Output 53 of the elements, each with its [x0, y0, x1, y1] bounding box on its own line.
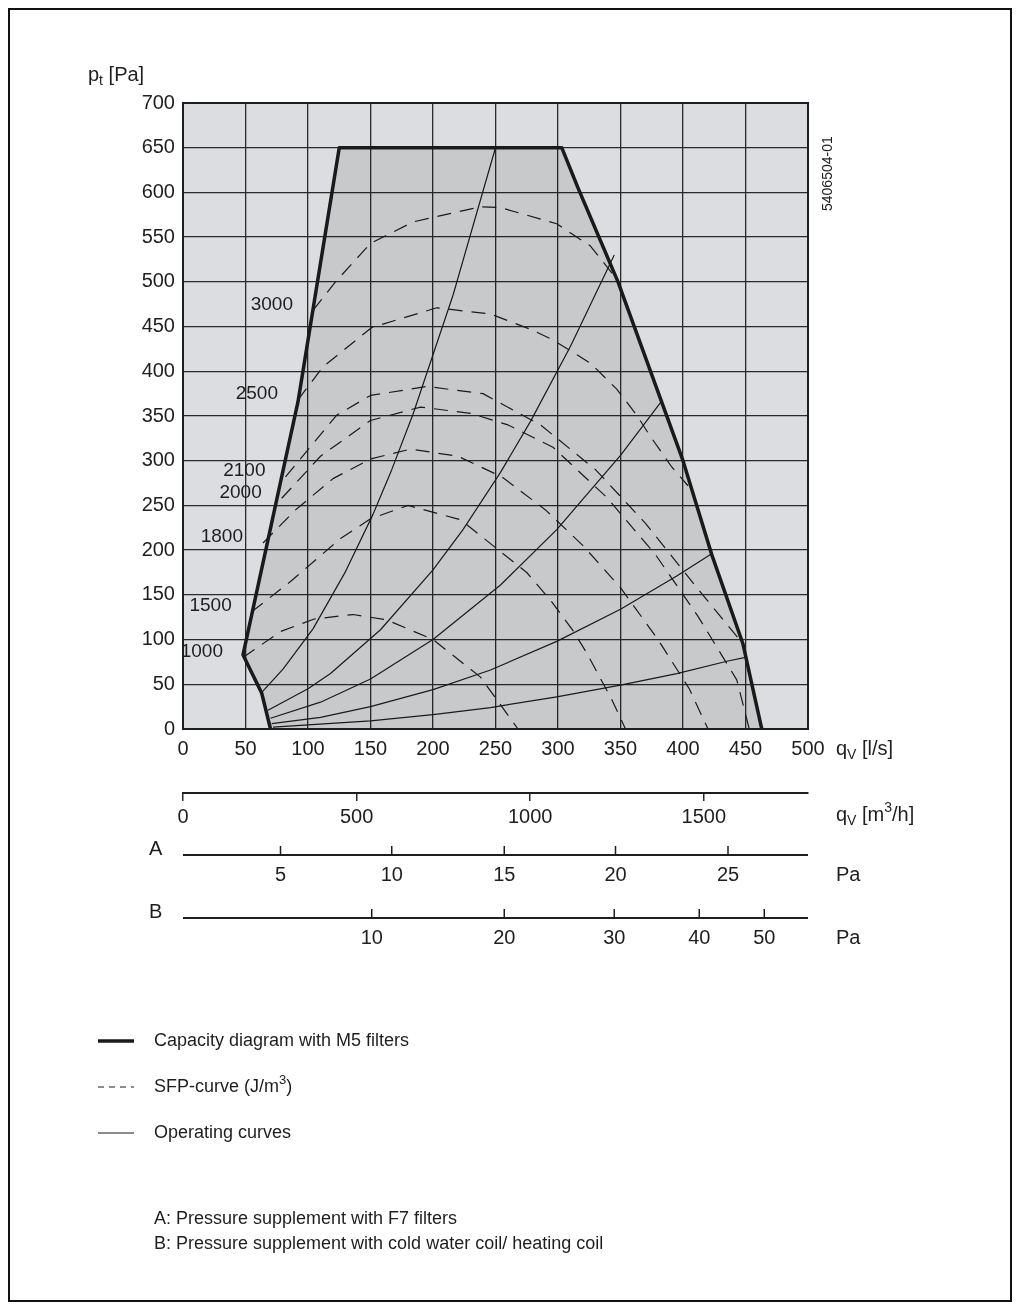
x2-tick-label: 1500 [681, 804, 727, 827]
annotation: 10 [360, 925, 383, 948]
y-tick-label: 700 [141, 90, 175, 113]
annotation: 30 [603, 925, 626, 948]
y-tick-label: 600 [141, 179, 175, 202]
y-tick-label: 400 [141, 358, 175, 381]
x2-tick-label: 0 [177, 804, 189, 827]
annotation: 40 [688, 925, 711, 948]
x-tick-label: 50 [234, 736, 257, 759]
y-tick-label: 50 [152, 671, 175, 694]
annotation: 20 [604, 862, 627, 885]
x-tick-label: 250 [478, 736, 513, 759]
y-tick-label: 300 [141, 448, 175, 471]
x-tick-label: 350 [603, 736, 638, 759]
annotation: 10 [380, 862, 403, 885]
legend-label: Capacity diagram with M5 filters [154, 1029, 410, 1050]
annotation: 25 [716, 862, 740, 885]
x-tick-label: 150 [353, 736, 388, 759]
x-tick-label: 450 [728, 736, 763, 759]
annotation: 1500 [189, 594, 232, 616]
text: Pa [836, 925, 862, 948]
text: Pa [836, 862, 862, 885]
text: B: Pressure supplement with cold water coil/ heating coil [154, 1232, 604, 1253]
y-tick-label: 450 [141, 314, 175, 337]
y-tick-label: 100 [141, 627, 175, 650]
text: 5406504-01 [818, 136, 835, 211]
text: A: Pressure supplement with F7 filters [154, 1207, 458, 1228]
y-tick-label: 500 [141, 269, 175, 292]
text: A [149, 836, 163, 859]
x-tick-label: 500 [791, 736, 825, 759]
y-tick-label: 150 [141, 582, 175, 605]
annotation: 5 [274, 862, 287, 885]
legend-label: Operating curves [154, 1121, 292, 1142]
annotation: 1800 [200, 525, 244, 547]
x-tick-label: 100 [291, 736, 325, 759]
y-tick-label: 550 [141, 224, 175, 247]
x-tick-label: 400 [666, 736, 700, 759]
x2-tick-label: 500 [339, 804, 374, 827]
text: B [149, 899, 163, 922]
annotation: 50 [753, 925, 776, 948]
x2-tick-label: 1000 [507, 804, 553, 827]
x-tick-label: 0 [177, 736, 189, 759]
x-tick-label: 200 [416, 736, 450, 759]
y-tick-label: 200 [141, 537, 175, 560]
y-tick-label: 650 [141, 135, 175, 158]
y-tick-label: 350 [141, 403, 175, 426]
annotation: 20 [493, 925, 516, 948]
annotation: 15 [493, 862, 516, 885]
annotation: 1000 [180, 639, 224, 661]
y-tick-label: 0 [163, 716, 175, 739]
x-tick-label: 300 [541, 736, 575, 759]
y-tick-label: 250 [141, 492, 175, 515]
annotation: 3000 [250, 292, 294, 314]
